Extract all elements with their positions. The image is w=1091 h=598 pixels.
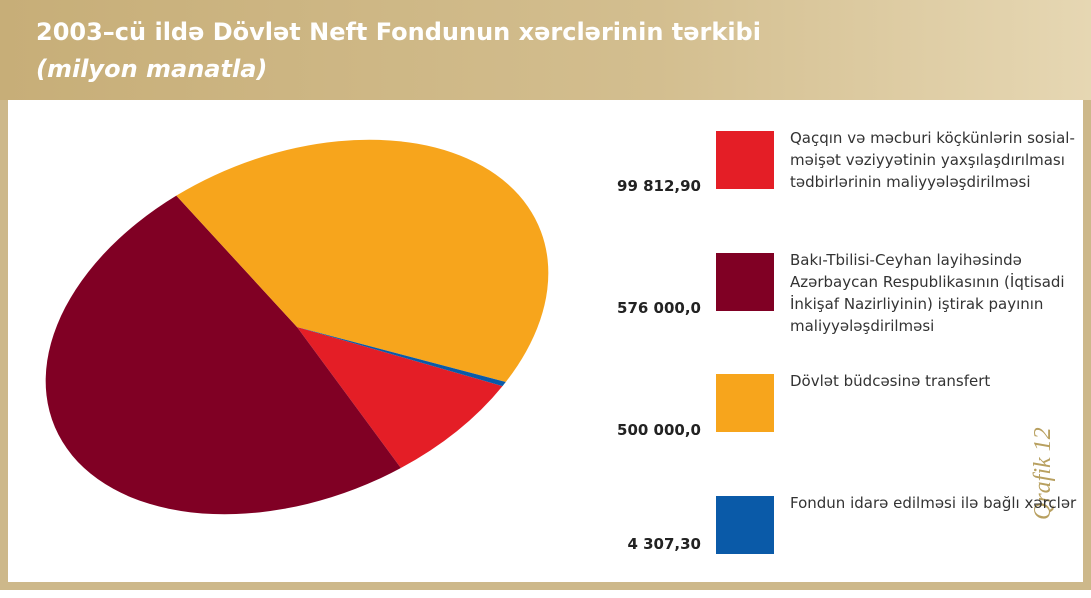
pie-slice <box>176 139 549 382</box>
pie-slice <box>297 327 503 468</box>
pie-chart <box>45 139 549 515</box>
value-label: 4 307,30 <box>627 535 701 553</box>
legend-swatch <box>716 496 774 554</box>
chart-subtitle: (milyon manatla) <box>36 55 268 83</box>
pie-slice <box>297 327 506 387</box>
legend-label: Fondun idarə edilməsi ilə bağlı xərclər <box>790 494 1077 512</box>
legend-swatch <box>716 374 774 432</box>
pie-slice <box>45 195 401 515</box>
chart-title: 2003–cü ildə Dövlət Neft Fondunun xərclə… <box>36 18 761 46</box>
value-label: 576 000,0 <box>617 299 701 317</box>
legend-label: Bakı-Tbilisi-Ceyhan layihəsində Azərbayc… <box>790 251 1065 335</box>
value-label: 99 812,90 <box>617 177 701 195</box>
header: 2003–cü ildə Dövlət Neft Fondunun xərclə… <box>0 0 1091 100</box>
legend-label: Qaçqın və məcburi köçkünlərin sosial-məi… <box>790 129 1075 191</box>
legend-swatch <box>716 253 774 311</box>
legend-label: Dövlət büdcəsinə transfert <box>790 372 991 390</box>
legend-swatch <box>716 131 774 189</box>
value-label: 500 000,0 <box>617 421 701 439</box>
